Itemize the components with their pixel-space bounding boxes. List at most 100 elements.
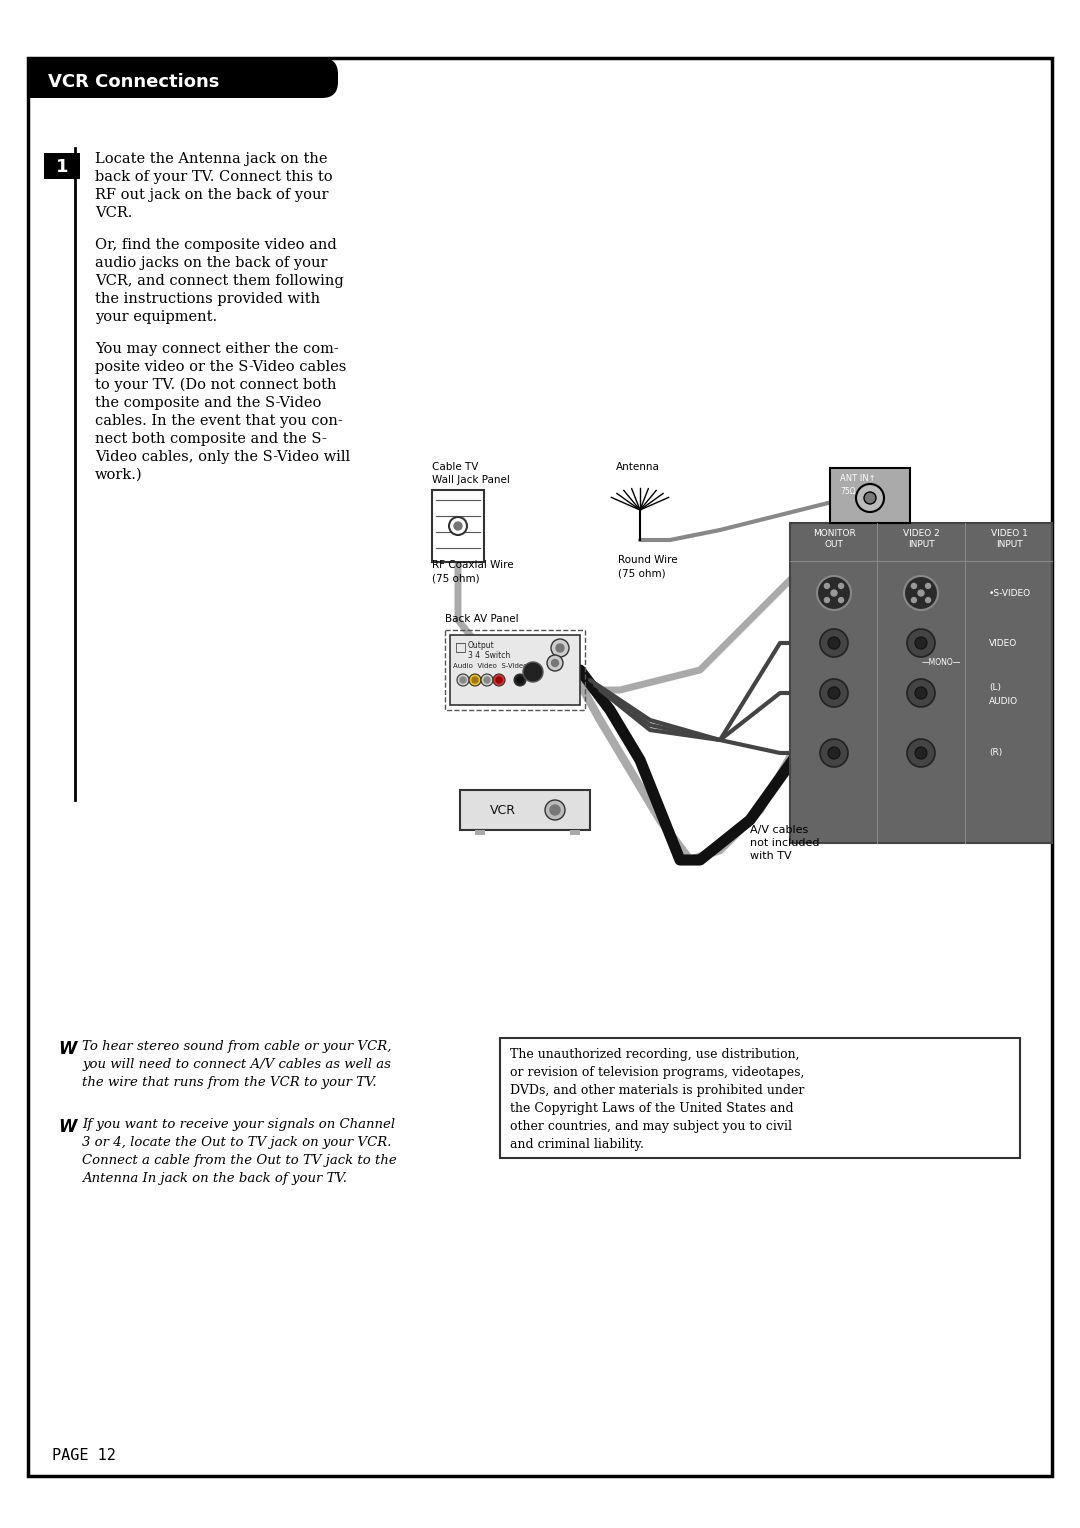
Text: VCR.: VCR. xyxy=(95,206,133,220)
Circle shape xyxy=(838,597,843,602)
Circle shape xyxy=(912,597,917,602)
Circle shape xyxy=(472,677,478,683)
Text: work.): work.) xyxy=(95,468,143,481)
Circle shape xyxy=(828,747,840,759)
Circle shape xyxy=(915,637,927,649)
Circle shape xyxy=(820,678,848,707)
Circle shape xyxy=(514,674,526,686)
Text: your equipment.: your equipment. xyxy=(95,310,217,324)
Text: Audio  Video  S-Video: Audio Video S-Video xyxy=(453,663,527,669)
Text: VCR Connections: VCR Connections xyxy=(48,73,219,92)
Circle shape xyxy=(831,590,837,596)
Bar xyxy=(432,490,484,562)
Text: AUDIO: AUDIO xyxy=(989,697,1018,706)
Text: 1: 1 xyxy=(56,157,68,176)
Circle shape xyxy=(912,584,917,588)
Text: VIDEO 2
INPUT: VIDEO 2 INPUT xyxy=(903,529,940,549)
Text: □: □ xyxy=(455,640,467,652)
Text: —MONO—: —MONO— xyxy=(921,659,961,668)
Text: W: W xyxy=(58,1041,77,1057)
Circle shape xyxy=(838,584,843,588)
Text: •S-VIDEO: •S-VIDEO xyxy=(989,588,1031,597)
Text: nect both composite and the S-: nect both composite and the S- xyxy=(95,432,327,446)
Text: audio jacks on the back of your: audio jacks on the back of your xyxy=(95,257,327,270)
Bar xyxy=(475,830,485,834)
Circle shape xyxy=(457,674,469,686)
Circle shape xyxy=(496,677,502,683)
Circle shape xyxy=(816,576,851,610)
Circle shape xyxy=(904,576,939,610)
Circle shape xyxy=(926,597,931,602)
Text: A/V cables
not included
with TV: A/V cables not included with TV xyxy=(750,825,820,862)
Text: Antenna: Antenna xyxy=(616,461,660,472)
Text: 75Ω: 75Ω xyxy=(840,487,855,497)
Circle shape xyxy=(517,677,523,683)
Text: The unauthorized recording, use distribution,
or revision of television programs: The unauthorized recording, use distribu… xyxy=(510,1048,805,1151)
Bar xyxy=(28,58,278,98)
Text: (R): (R) xyxy=(989,749,1002,758)
Circle shape xyxy=(484,677,490,683)
Circle shape xyxy=(915,747,927,759)
Text: Or, find the composite video and: Or, find the composite video and xyxy=(95,238,337,252)
Bar xyxy=(450,636,580,704)
Circle shape xyxy=(552,660,558,666)
Circle shape xyxy=(907,678,935,707)
Text: 3 4  Switch: 3 4 Switch xyxy=(468,651,510,660)
Bar xyxy=(445,630,585,711)
Text: back of your TV. Connect this to: back of your TV. Connect this to xyxy=(95,170,333,183)
Text: Video cables, only the S-Video will: Video cables, only the S-Video will xyxy=(95,451,350,465)
Text: RF Coaxial Wire
(75 ohm): RF Coaxial Wire (75 ohm) xyxy=(432,559,514,584)
Circle shape xyxy=(926,584,931,588)
Bar xyxy=(789,523,1052,843)
Circle shape xyxy=(449,516,467,535)
Text: VIDEO 1
INPUT: VIDEO 1 INPUT xyxy=(990,529,1027,549)
Text: RF out jack on the back of your: RF out jack on the back of your xyxy=(95,188,328,202)
Circle shape xyxy=(551,639,569,657)
Circle shape xyxy=(556,643,564,652)
Circle shape xyxy=(481,674,492,686)
Circle shape xyxy=(469,674,481,686)
Text: VIDEO: VIDEO xyxy=(989,639,1017,648)
Text: the composite and the S-Video: the composite and the S-Video xyxy=(95,396,322,410)
Circle shape xyxy=(820,630,848,657)
Circle shape xyxy=(824,597,829,602)
Text: Locate the Antenna jack on the: Locate the Antenna jack on the xyxy=(95,151,327,167)
FancyBboxPatch shape xyxy=(28,58,338,98)
Text: to your TV. (Do not connect both: to your TV. (Do not connect both xyxy=(95,377,337,393)
Text: In: In xyxy=(552,642,559,649)
Circle shape xyxy=(907,630,935,657)
Bar xyxy=(44,153,80,179)
Circle shape xyxy=(550,805,561,814)
Circle shape xyxy=(918,590,924,596)
Text: (L): (L) xyxy=(989,683,1001,692)
Circle shape xyxy=(828,637,840,649)
Circle shape xyxy=(907,740,935,767)
Circle shape xyxy=(856,484,885,512)
Text: ANT IN↑: ANT IN↑ xyxy=(840,474,876,483)
Text: Output: Output xyxy=(468,642,495,649)
Text: To hear stereo sound from cable or your VCR,
you will need to connect A/V cables: To hear stereo sound from cable or your … xyxy=(82,1041,391,1089)
Circle shape xyxy=(545,801,565,821)
Text: Cable TV
Wall Jack Panel: Cable TV Wall Jack Panel xyxy=(432,461,510,486)
Text: MONITOR
OUT: MONITOR OUT xyxy=(812,529,855,549)
Text: Out: Out xyxy=(548,656,562,665)
Text: PAGE 12: PAGE 12 xyxy=(52,1449,116,1462)
Circle shape xyxy=(824,584,829,588)
Bar xyxy=(570,830,580,834)
Text: VCR, and connect them following: VCR, and connect them following xyxy=(95,274,343,287)
Text: Back AV Panel: Back AV Panel xyxy=(445,614,518,623)
Text: cables. In the event that you con-: cables. In the event that you con- xyxy=(95,414,342,428)
Circle shape xyxy=(828,688,840,698)
Circle shape xyxy=(864,492,876,504)
Text: If you want to receive your signals on Channel
3 or 4, locate the Out to TV jack: If you want to receive your signals on C… xyxy=(82,1118,396,1186)
Circle shape xyxy=(523,662,543,681)
Bar xyxy=(500,1038,1020,1158)
Text: Round Wire
(75 ohm): Round Wire (75 ohm) xyxy=(618,555,677,578)
Circle shape xyxy=(546,656,563,671)
Bar xyxy=(460,790,590,830)
Text: W: W xyxy=(58,1118,77,1135)
Text: the instructions provided with: the instructions provided with xyxy=(95,292,320,306)
Bar xyxy=(831,468,910,523)
Circle shape xyxy=(915,688,927,698)
Text: You may connect either the com-: You may connect either the com- xyxy=(95,342,339,356)
